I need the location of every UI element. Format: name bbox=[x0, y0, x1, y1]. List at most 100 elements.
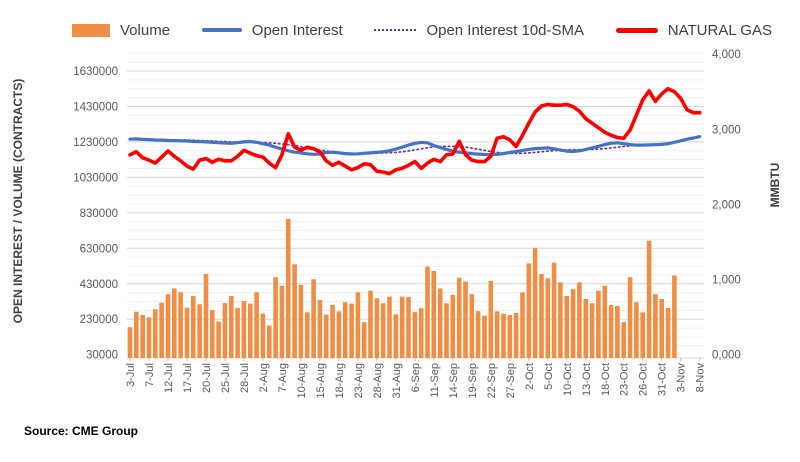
volume-bar bbox=[646, 240, 652, 358]
left-axis-tick-label: 1030000 bbox=[73, 172, 118, 184]
volume-bar bbox=[437, 288, 443, 358]
x-axis-tick-label: 11-Sep bbox=[429, 363, 441, 398]
volume-bar bbox=[355, 292, 361, 358]
x-axis-tick-label: 18-Aug bbox=[334, 363, 346, 398]
volume-bar bbox=[513, 313, 519, 358]
volume-bar bbox=[615, 305, 620, 358]
left-axis-tick-label: 30000 bbox=[86, 350, 118, 362]
x-axis-tick-label: 13-Oct bbox=[581, 363, 593, 396]
volume-bar bbox=[475, 311, 481, 358]
volume-bar bbox=[570, 289, 576, 358]
volume-bar bbox=[273, 277, 278, 358]
volume-bar bbox=[577, 282, 582, 358]
x-axis-tick-label: 7-Jul bbox=[144, 363, 156, 387]
x-axis-tick-label: 15-Aug bbox=[315, 363, 327, 398]
volume-bar bbox=[501, 313, 506, 358]
volume-bar bbox=[380, 303, 386, 358]
volume-bar bbox=[191, 296, 196, 358]
x-axis-tick-label: 28-Jul bbox=[239, 363, 251, 393]
volume-bar bbox=[621, 322, 626, 358]
x-axis-tick-label: 10-Aug bbox=[296, 363, 308, 398]
left-axis-title: OPEN INTEREST / VOLUME (CONTRACTS) bbox=[11, 78, 25, 324]
x-axis-tick-label: 22-Sep bbox=[486, 363, 498, 398]
x-axis-tick-label: 12-Jul bbox=[163, 363, 175, 393]
legend-label: NATURAL GAS bbox=[667, 21, 772, 39]
legend-label: Open Interest bbox=[251, 21, 343, 39]
volume-bar bbox=[589, 303, 595, 358]
volume-bar bbox=[254, 292, 259, 358]
volume-bar bbox=[248, 303, 253, 358]
volume-bar bbox=[558, 282, 563, 358]
volume-bar bbox=[488, 280, 494, 358]
volume-bar bbox=[545, 278, 551, 358]
legend-item-open-interest: Open Interest bbox=[201, 21, 343, 39]
left-axis-tick-label: 630000 bbox=[80, 243, 118, 255]
volume-bar bbox=[178, 292, 183, 358]
legend-item-open-interest-sma: Open Interest 10d-SMA bbox=[374, 22, 584, 39]
volume-bar bbox=[267, 325, 272, 358]
left-axis-tick-label: 1430000 bbox=[73, 101, 118, 113]
volume-bar bbox=[172, 288, 177, 358]
x-axis-tick-label: 23-Oct bbox=[619, 363, 631, 396]
volume-bar bbox=[627, 277, 633, 358]
volume-bar bbox=[229, 296, 234, 358]
open-interest-line bbox=[128, 135, 702, 157]
volume-bar bbox=[349, 303, 354, 358]
x-axis-tick-label: 23-Aug bbox=[353, 363, 365, 398]
right-axis-tick-label: 0,000 bbox=[712, 350, 741, 362]
x-axis-tick-label: 7-Aug bbox=[277, 363, 289, 392]
volume-bar bbox=[393, 314, 399, 358]
volume-bar bbox=[127, 327, 133, 358]
x-axis-tick-label: 14-Sep bbox=[448, 363, 460, 398]
left-axis-tick-label: 1230000 bbox=[73, 137, 118, 149]
legend-label: Volume bbox=[120, 21, 171, 39]
volume-bar bbox=[532, 247, 538, 358]
volume-bar bbox=[285, 219, 291, 358]
volume-bar bbox=[551, 262, 557, 358]
volume-bar bbox=[216, 321, 221, 358]
volume-bar bbox=[494, 311, 500, 358]
volume-bar bbox=[260, 313, 266, 358]
x-axis-tick-label: 26-Oct bbox=[638, 363, 650, 396]
x-axis-tick-label: 6-Sep bbox=[410, 363, 422, 392]
volume-bar bbox=[165, 294, 171, 358]
legend-label: Open Interest 10d-SMA bbox=[426, 21, 585, 39]
left-axis-tick-label: 230000 bbox=[80, 314, 118, 326]
volume-bar bbox=[311, 279, 316, 358]
x-axis-tick-label: 31-Oct bbox=[657, 363, 669, 396]
right-axis-tick-label: 3,000 bbox=[712, 124, 741, 136]
volume-bar bbox=[323, 314, 329, 358]
x-axis-tick-label: 3-Jul bbox=[125, 363, 137, 387]
volume-bar bbox=[482, 315, 487, 358]
x-axis-tick-label: 18-Oct bbox=[600, 363, 612, 396]
volume-bar bbox=[387, 296, 392, 358]
x-axis-tick-label: 5-Oct bbox=[543, 363, 555, 390]
x-axis-tick-label: 2-Aug bbox=[258, 363, 270, 392]
volume-bar bbox=[304, 312, 310, 358]
source-note: Source: CME Group bbox=[24, 424, 139, 438]
volume-bar bbox=[602, 285, 608, 358]
volume-bar bbox=[399, 296, 405, 358]
volume-bar bbox=[431, 271, 437, 358]
x-axis-tick-label: 8-Nov bbox=[695, 363, 707, 393]
volume-bar bbox=[184, 307, 190, 358]
volume-bar bbox=[279, 285, 285, 358]
open-interest-sma-swatch-icon bbox=[374, 29, 417, 31]
legend-item-volume: Volume bbox=[72, 22, 170, 39]
volume-bar bbox=[539, 274, 544, 358]
volume-bar bbox=[159, 302, 164, 358]
volume-bars bbox=[127, 219, 677, 358]
volume-bar bbox=[222, 303, 228, 358]
volume-bar bbox=[134, 311, 139, 358]
volume-bar bbox=[659, 299, 664, 358]
volume-bar bbox=[672, 275, 677, 358]
volume-bar bbox=[241, 301, 247, 358]
volume-bar bbox=[317, 300, 323, 358]
x-axis-tick-label: 31-Aug bbox=[391, 363, 403, 398]
x-axis-tick-label: 2-Oct bbox=[524, 363, 536, 390]
volume-swatch-icon bbox=[72, 23, 110, 37]
x-axis-tick-label: 19-Sep bbox=[467, 363, 479, 398]
natural-gas-swatch-icon bbox=[615, 27, 658, 33]
volume-bar bbox=[463, 281, 468, 358]
